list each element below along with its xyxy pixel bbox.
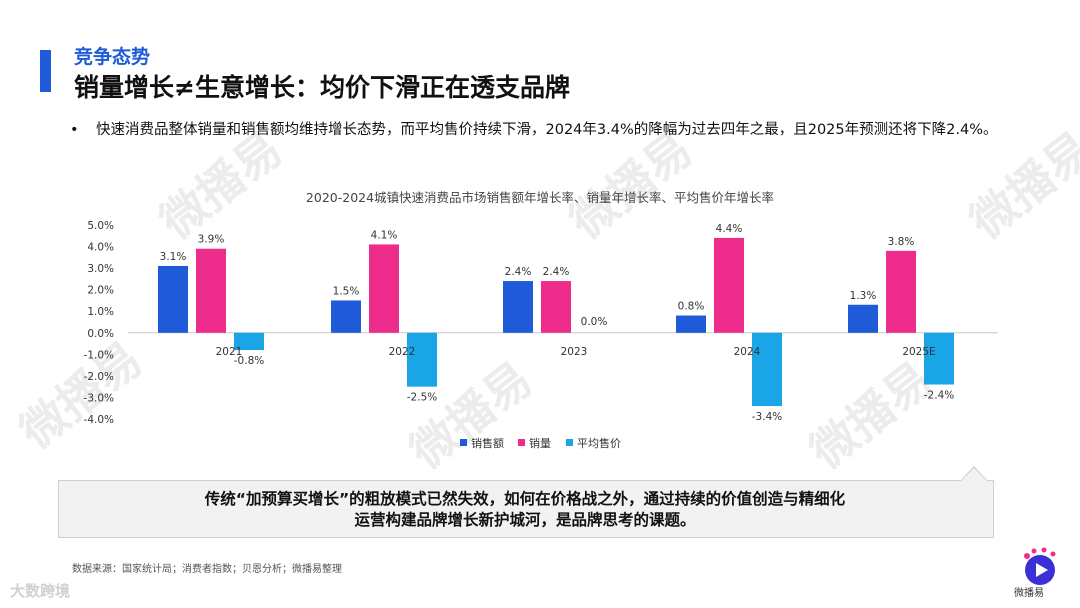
bullet-point: • 快速消费品整体销量和销售额均维持增长态势，而平均售价持续下滑，2024年3.… [70, 120, 1030, 140]
logo-text: 微播易 [1014, 588, 1044, 599]
growth-rate-bar-chart: 2020-2024城镇快速消费品市场销售额年增长率、销量年增长率、平均售价年增长… [84, 190, 998, 450]
bar-销售额-2021 [158, 265, 188, 333]
bar-销售额-2025E [848, 304, 878, 333]
bar-销量-2023 [541, 281, 571, 333]
footer-brand-watermark: 大数跨境 [10, 582, 71, 600]
page-title: 销量增长≠生意增长：均价下滑正在透支品牌 [74, 73, 570, 102]
data-label: 1.3% [850, 290, 877, 302]
data-label: 3.1% [160, 251, 187, 263]
x-category-label: 2021 [216, 346, 243, 358]
bar-销量-2025E [886, 250, 916, 333]
y-tick-label: 3.0% [87, 263, 114, 275]
data-label: -2.5% [407, 392, 437, 404]
bar-平均售价-2021 [234, 332, 264, 351]
x-category-label: 2024 [734, 346, 761, 358]
section-label: 竞争态势 [74, 46, 151, 68]
y-tick-label: 1.0% [87, 306, 114, 318]
bar-平均售价-2024 [752, 332, 782, 407]
bar-销售额-2024 [676, 315, 706, 333]
bar-销售额-2022 [331, 300, 361, 333]
data-label: 1.5% [333, 285, 360, 297]
data-label: 2.4% [543, 266, 570, 278]
y-tick-label: 2.0% [87, 285, 114, 297]
data-label: 0.0% [581, 316, 608, 328]
bar-销量-2024 [714, 237, 744, 333]
legend-label: 销量 [529, 436, 551, 450]
legend-swatch-销售额 [460, 439, 467, 446]
y-tick-label: -2.0% [84, 371, 114, 383]
data-label: 4.1% [371, 229, 398, 241]
y-tick-label: -4.0% [84, 414, 114, 426]
bullet-marker: • [70, 122, 79, 138]
y-tick-label: -3.0% [84, 392, 114, 404]
data-label: 2.4% [505, 266, 532, 278]
data-label: -2.4% [924, 390, 954, 402]
bar-平均售价-2022 [407, 332, 437, 387]
bar-销售额-2023 [503, 281, 533, 333]
data-label: 0.8% [678, 301, 705, 313]
y-tick-label: -1.0% [84, 349, 114, 361]
data-source-note: 数据来源：国家统计局；消费者指数；贝恩分析；微播易整理 [72, 564, 342, 575]
weiboyi-logo-icon [1024, 547, 1056, 585]
legend-label: 平均售价 [577, 436, 621, 450]
data-label: 3.8% [888, 236, 915, 248]
data-label: -0.8% [234, 355, 264, 367]
bullet-text: 快速消费品整体销量和销售额均维持增长态势，而平均售价持续下滑，2024年3.4%… [96, 122, 998, 138]
callout-text: 传统“加预算买增长”的粗放模式已然失效，如何在价格战之外，通过持续的价值创造与精… [90, 489, 960, 531]
bar-销量-2022 [369, 244, 399, 333]
x-category-label: 2023 [561, 346, 588, 358]
bar-销量-2021 [196, 248, 226, 333]
y-tick-label: 5.0% [87, 220, 114, 232]
bar-平均售价-2025E [924, 332, 954, 385]
legend-swatch-销量 [518, 439, 525, 446]
callout-notch-inner [961, 468, 987, 481]
legend-label: 销售额 [471, 436, 504, 450]
callout-line-2: 运营构建品牌增长新护城河，是品牌思考的课题。 [354, 511, 696, 529]
y-tick-label: 4.0% [87, 242, 114, 254]
x-category-label: 2022 [389, 346, 416, 358]
data-label: -3.4% [752, 411, 782, 423]
chart-title: 2020-2024城镇快速消费品市场销售额年增长率、销量年增长率、平均售价年增长… [306, 190, 774, 205]
data-label: 3.9% [198, 234, 225, 246]
callout-box [58, 480, 994, 538]
legend-swatch-平均售价 [566, 439, 573, 446]
y-tick-label: 0.0% [87, 328, 114, 340]
x-category-label: 2025E [902, 346, 935, 358]
title-accent-bar [40, 50, 51, 92]
callout-line-1: 传统“加预算买增长”的粗放模式已然失效，如何在价格战之外，通过持续的价值创造与精… [204, 490, 846, 508]
data-label: 4.4% [716, 223, 743, 235]
